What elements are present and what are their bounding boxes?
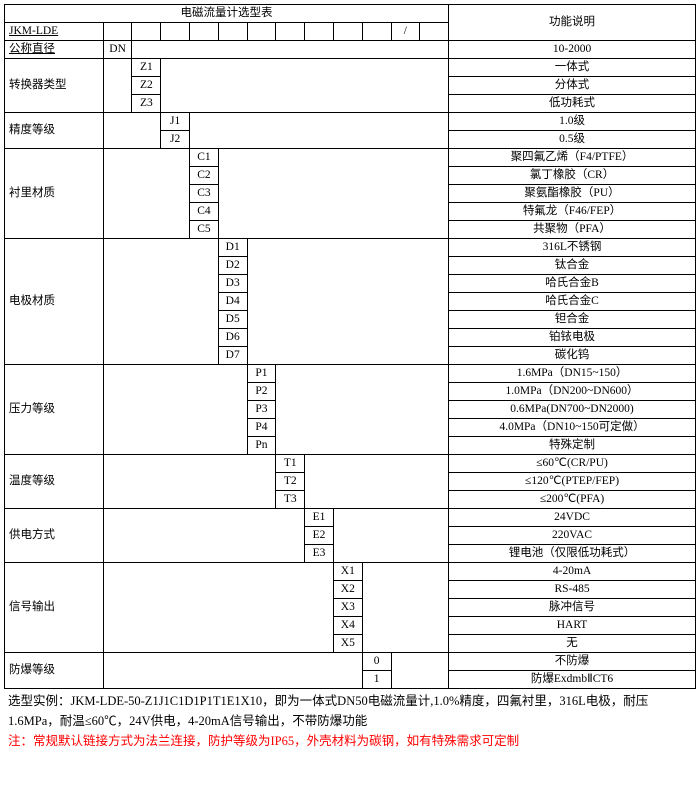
code-cell: X4 <box>333 617 362 635</box>
code-cell: T3 <box>276 491 305 509</box>
desc-cell: 10-2000 <box>449 41 696 59</box>
code-cell: D6 <box>218 329 247 347</box>
desc-cell: 4-20mA <box>449 563 696 581</box>
desc-cell: 特殊定制 <box>449 437 696 455</box>
code-cell: C4 <box>190 203 219 221</box>
param-label: 电极材质 <box>5 239 104 365</box>
desc-cell: ≤120℃(PTEP/FEP) <box>449 473 696 491</box>
desc-cell: 分体式 <box>449 77 696 95</box>
desc-cell: ≤200℃(PFA) <box>449 491 696 509</box>
desc-cell: 碳化钨 <box>449 347 696 365</box>
desc-cell: 钽合金 <box>449 311 696 329</box>
desc-cell: 聚氨酯橡胶（PU） <box>449 185 696 203</box>
desc-cell: ≤60℃(CR/PU) <box>449 455 696 473</box>
model-code: JKM-LDE <box>5 23 104 41</box>
code-cell: X2 <box>333 581 362 599</box>
desc-cell: 脉冲信号 <box>449 599 696 617</box>
param-label: 精度等级 <box>5 113 104 149</box>
desc-cell: 氯丁橡胶（CR） <box>449 167 696 185</box>
desc-cell: 低功耗式 <box>449 95 696 113</box>
param-label: 温度等级 <box>5 455 104 509</box>
code-cell: D1 <box>218 239 247 257</box>
code-cell: C2 <box>190 167 219 185</box>
desc-cell: 特氟龙（F46/FEP） <box>449 203 696 221</box>
example-line: 选型实例：JKM-LDE-50-Z1J1C1D1P1T1E1X10，即为一体式D… <box>8 691 692 731</box>
code-cell: X5 <box>333 635 362 653</box>
code-cell: J2 <box>161 131 190 149</box>
code-cell: E2 <box>305 527 334 545</box>
note-line: 注：常规默认链接方式为法兰连接，防护等级为IP65，外壳材料为碳钢，如有特殊需求… <box>8 731 692 751</box>
desc-cell: 220VAC <box>449 527 696 545</box>
desc-cell: 铂铱电极 <box>449 329 696 347</box>
param-label: 公称直径 <box>5 41 104 59</box>
desc-cell: 钛合金 <box>449 257 696 275</box>
desc-cell: 24VDC <box>449 509 696 527</box>
param-label: 转换器类型 <box>5 59 104 113</box>
desc-cell: 4.0MPa（DN10~150可定做） <box>449 419 696 437</box>
desc-cell: 哈氏合金C <box>449 293 696 311</box>
code-cell: 0 <box>362 653 391 671</box>
code-cell: Z2 <box>132 77 161 95</box>
code-cell: X1 <box>333 563 362 581</box>
param-label: 信号输出 <box>5 563 104 653</box>
code-cell: 1 <box>362 671 391 689</box>
code-cell: D3 <box>218 275 247 293</box>
code-cell: P2 <box>247 383 276 401</box>
desc-cell: 1.6MPa（DN15~150） <box>449 365 696 383</box>
code-cell: P4 <box>247 419 276 437</box>
desc-cell: 不防爆 <box>449 653 696 671</box>
code-cell: D4 <box>218 293 247 311</box>
code-cell: E1 <box>305 509 334 527</box>
desc-cell: RS-485 <box>449 581 696 599</box>
desc-cell: 一体式 <box>449 59 696 77</box>
desc-cell: 1.0MPa（DN200~DN600） <box>449 383 696 401</box>
selection-table: 电磁流量计选型表功能说明JKM-LDE/公称直径DN10-2000转换器类型Z1… <box>4 4 696 689</box>
code-cell: C3 <box>190 185 219 203</box>
footer-notes: 选型实例：JKM-LDE-50-Z1J1C1D1P1T1E1X10，即为一体式D… <box>4 689 696 753</box>
code-cell: Z1 <box>132 59 161 77</box>
desc-cell: 哈氏合金B <box>449 275 696 293</box>
code-cell: E3 <box>305 545 334 563</box>
param-label: 压力等级 <box>5 365 104 455</box>
code-cell: C5 <box>190 221 219 239</box>
code-cell: D7 <box>218 347 247 365</box>
desc-cell: 无 <box>449 635 696 653</box>
desc-cell: 聚四氟乙烯（F4/PTFE） <box>449 149 696 167</box>
code-cell: D2 <box>218 257 247 275</box>
desc-cell: 0.6MPa(DN700~DN2000) <box>449 401 696 419</box>
code-cell: P3 <box>247 401 276 419</box>
code-cell: T1 <box>276 455 305 473</box>
desc-cell: 防爆ExdmbⅡCT6 <box>449 671 696 689</box>
code-cell: Z3 <box>132 95 161 113</box>
desc-cell: HART <box>449 617 696 635</box>
desc-cell: 锂电池（仅限低功耗式） <box>449 545 696 563</box>
param-label: 供电方式 <box>5 509 104 563</box>
desc-cell: 1.0级 <box>449 113 696 131</box>
code-cell: X3 <box>333 599 362 617</box>
param-label: 防爆等级 <box>5 653 104 689</box>
code-cell: DN <box>103 41 132 59</box>
desc-cell: 0.5级 <box>449 131 696 149</box>
code-cell: P1 <box>247 365 276 383</box>
desc-cell: 共聚物（PFA） <box>449 221 696 239</box>
code-cell: T2 <box>276 473 305 491</box>
code-cell: C1 <box>190 149 219 167</box>
desc-cell: 316L不锈钢 <box>449 239 696 257</box>
code-cell: J1 <box>161 113 190 131</box>
code-cell: Pn <box>247 437 276 455</box>
code-cell: D5 <box>218 311 247 329</box>
param-label: 衬里材质 <box>5 149 104 239</box>
